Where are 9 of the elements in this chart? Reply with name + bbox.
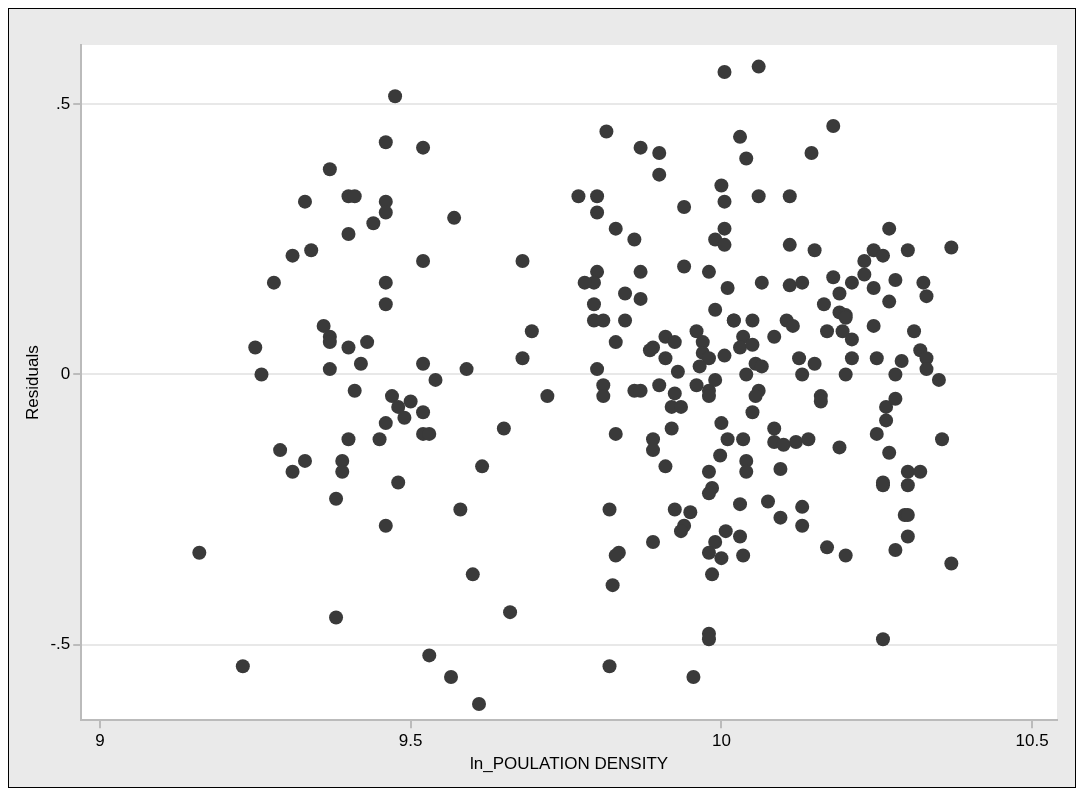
x-tick-label: 9.5 xyxy=(398,731,423,751)
x-axis-title: ln_POULATION DENSITY xyxy=(470,754,669,774)
y-tick-label: 0 xyxy=(60,364,71,384)
y-tick-label: -.5 xyxy=(50,634,71,654)
y-axis-title: Residuals xyxy=(22,345,42,420)
x-tick-label: 9 xyxy=(95,731,105,751)
y-tick-label: .5 xyxy=(56,94,71,114)
x-tick-label: 10.5 xyxy=(1015,731,1049,751)
x-tick-label: 10 xyxy=(711,731,731,751)
